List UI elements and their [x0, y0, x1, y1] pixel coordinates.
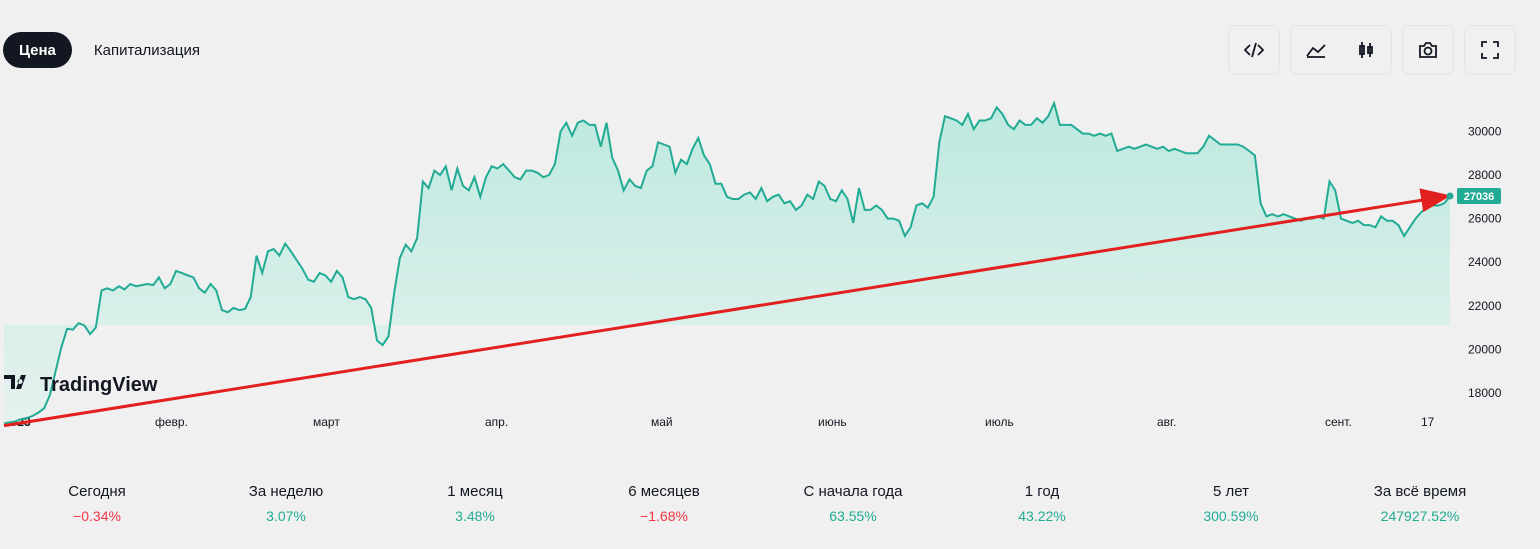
stat-value: 247927.52%	[1380, 508, 1460, 524]
y-tick-label: 28000	[1468, 168, 1502, 182]
tradingview-wordmark: TradingView	[40, 374, 158, 396]
y-tick-label: 18000	[1468, 386, 1502, 400]
x-tick-label: май	[651, 415, 673, 429]
chart-toolbar	[1228, 25, 1516, 75]
tab-market-cap[interactable]: Капитализация	[93, 41, 200, 59]
y-tick-label: 26000	[1468, 212, 1502, 226]
x-tick-label: авг.	[1157, 415, 1176, 429]
stat-label: 6 месяцев	[628, 483, 700, 500]
stat-year: 1 год 43.22%	[962, 483, 1122, 524]
svg-text:27036: 27036	[1464, 191, 1495, 203]
area-chart-button[interactable]	[1291, 26, 1341, 74]
camera-icon	[1419, 42, 1437, 58]
tradingview-logo[interactable]: TradingView	[4, 374, 158, 396]
price-area	[4, 103, 1450, 424]
x-tick-label: март	[313, 415, 340, 429]
last-price-label: 27036	[1457, 188, 1501, 205]
stat-week: За неделю 3.07%	[206, 483, 366, 524]
stat-label: За неделю	[248, 483, 324, 500]
stat-value: 63.55%	[829, 508, 877, 524]
y-tick-label: 20000	[1468, 342, 1502, 356]
stat-label: С начала года	[803, 483, 903, 500]
fullscreen-icon	[1481, 41, 1499, 59]
y-tick-label: 24000	[1468, 255, 1502, 269]
screenshot-button[interactable]	[1403, 26, 1453, 74]
price-line	[3, 100, 1451, 425]
screenshot-group	[1402, 25, 1454, 75]
fullscreen-button[interactable]	[1465, 26, 1515, 74]
stat-label: За всё время	[1373, 483, 1467, 500]
fullscreen-group	[1464, 25, 1516, 75]
stat-all-time: За всё время 247927.52%	[1340, 483, 1500, 524]
stat-value: −1.68%	[640, 508, 688, 524]
stat-value: −0.34%	[73, 508, 121, 524]
embed-code-button[interactable]	[1229, 26, 1279, 74]
chart-tabs: Цена Капитализация	[3, 32, 216, 68]
stat-label: 1 месяц	[447, 483, 503, 500]
stat-label: 5 лет	[1213, 483, 1249, 500]
stat-5-years: 5 лет 300.59%	[1151, 483, 1311, 524]
y-tick-label: 30000	[1468, 124, 1502, 138]
chart-type-group	[1290, 25, 1392, 75]
candles-icon	[1359, 42, 1373, 58]
candles-button[interactable]	[1341, 26, 1391, 74]
stat-month: 1 месяц 3.48%	[395, 483, 555, 524]
embed-group	[1228, 25, 1280, 75]
area-chart-icon	[1306, 44, 1326, 58]
y-tick-label: 22000	[1468, 299, 1502, 313]
stat-value: 3.07%	[266, 508, 306, 524]
stat-value: 3.48%	[455, 508, 495, 524]
stat-6-months: 6 месяцев −1.68%	[584, 483, 744, 524]
stat-value: 300.59%	[1203, 508, 1259, 524]
x-tick-label: 17	[1421, 415, 1435, 429]
x-tick-label: июнь	[818, 415, 847, 429]
stat-today: Сегодня −0.34%	[17, 483, 177, 524]
y-axis: 18000 20000 22000 24000 26000 28000 30000	[1468, 124, 1502, 400]
stat-ytd: С начала года 63.55%	[773, 483, 933, 524]
x-tick-label: июль	[985, 415, 1014, 429]
tab-price[interactable]: Цена	[3, 32, 72, 68]
x-tick-label: февр.	[155, 415, 188, 429]
x-tick-label: апр.	[485, 415, 508, 429]
stat-label: 1 год	[1024, 483, 1060, 500]
stat-label: Сегодня	[68, 483, 126, 500]
trend-arrow	[3, 188, 1451, 428]
stat-value: 43.22%	[1018, 508, 1066, 524]
last-price-dot	[1446, 192, 1454, 200]
performance-stats: Сегодня −0.34% За неделю 3.07% 1 месяц 3…	[0, 483, 1540, 533]
x-tick-label: сент.	[1325, 415, 1352, 429]
embed-code-icon	[1243, 42, 1265, 58]
